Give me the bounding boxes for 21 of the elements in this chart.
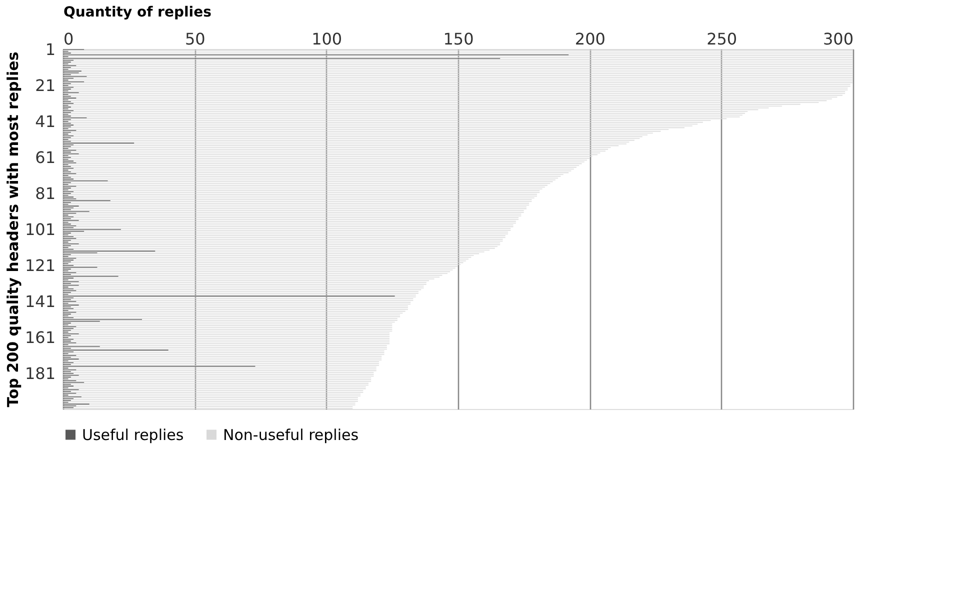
y-tick-label: 141 [24, 292, 56, 311]
x-tick-label: 200 [574, 30, 606, 48]
y-tick-label: 181 [24, 364, 56, 383]
y-tick-label: 161 [24, 328, 56, 347]
x-tick-label: 250 [706, 30, 738, 48]
y-axis-title: Top 200 quality headers with most replies [4, 52, 22, 408]
x-tick-label: 150 [443, 30, 474, 48]
y-tick-label: 121 [24, 256, 56, 275]
y-tick-label: 21 [35, 76, 56, 95]
x-tick-label: 300 [822, 30, 854, 48]
x-tick-label: 100 [312, 30, 342, 48]
y-tick-label: 81 [35, 184, 56, 203]
y-tick-label: 61 [35, 148, 56, 167]
x-tick-label: 50 [184, 30, 206, 48]
y-tick-label: 1 [45, 40, 56, 59]
y-tick-label: 41 [35, 112, 56, 131]
x-axis-title: Quantity of replies [64, 4, 212, 20]
legend-label: Non-useful replies [223, 426, 359, 444]
x-tick-label: 0 [64, 30, 74, 48]
y-tick-label: 101 [24, 220, 56, 239]
legend-label: Useful replies [82, 426, 184, 444]
